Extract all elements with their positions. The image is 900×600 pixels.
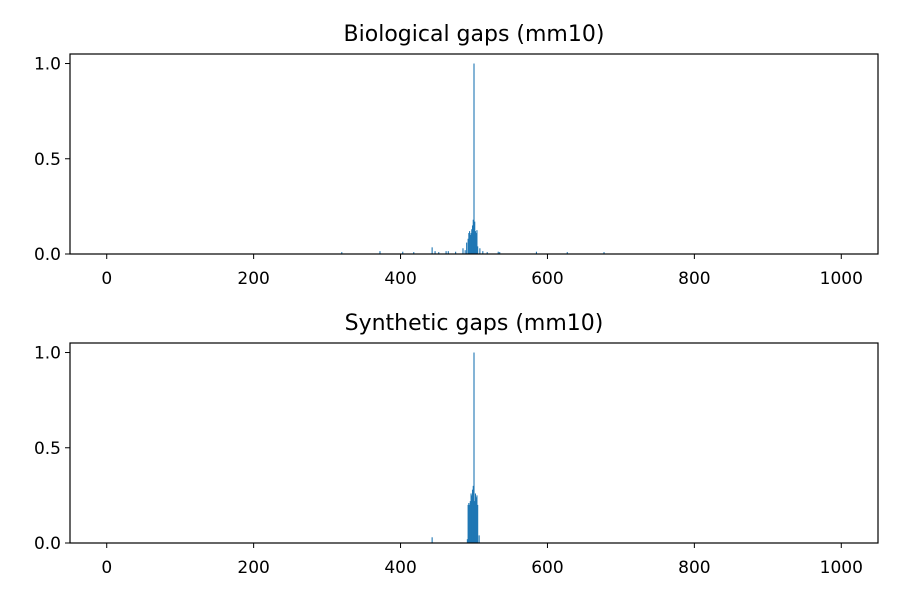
bar [472, 219, 474, 254]
y-axis: 0.0 0.5 1.0 [34, 55, 70, 265]
bar [471, 225, 474, 254]
x-tick-label: 1000 [820, 269, 863, 289]
bar [462, 248, 464, 254]
bar [474, 493, 477, 543]
y-tick-label: 0.0 [34, 534, 61, 554]
bar [471, 489, 474, 543]
bar [473, 352, 475, 543]
bar [473, 63, 475, 255]
bar [447, 251, 449, 254]
x-tick-label: 1000 [820, 558, 863, 578]
bar [468, 503, 470, 543]
chart-title: Biological gaps (mm10) [344, 22, 605, 47]
bar [379, 251, 381, 254]
x-tick-label: 400 [384, 558, 416, 578]
bar [475, 497, 477, 543]
bar [438, 252, 440, 254]
bar-series [341, 63, 605, 255]
x-tick-label: 0 [101, 269, 112, 289]
plot-frame [69, 53, 879, 255]
chart-title: Synthetic gaps (mm10) [345, 311, 604, 336]
bar [402, 251, 404, 254]
bar [497, 251, 499, 254]
synthetic-gaps-panel: Synthetic gaps (mm10) 0 200 400 600 800 1000 … [34, 311, 879, 578]
bar [474, 221, 476, 254]
bar [431, 247, 433, 254]
bar [479, 248, 481, 254]
bar [469, 501, 471, 543]
x-tick-label: 600 [531, 269, 563, 289]
bar [467, 238, 469, 254]
bar [472, 485, 474, 543]
bar [434, 251, 436, 254]
bar [468, 233, 470, 254]
x-tick-label: 200 [237, 558, 269, 578]
bar [471, 495, 473, 543]
y-tick-label: 0.0 [34, 245, 61, 265]
bar [469, 231, 471, 254]
y-tick-label: 0.5 [34, 439, 61, 459]
x-axis: 0 200 400 600 800 1000 [101, 543, 863, 578]
bar [603, 252, 605, 254]
x-axis: 0 200 400 600 800 1000 [101, 254, 863, 289]
bar [470, 233, 472, 254]
bar [476, 230, 478, 254]
y-tick-label: 1.0 [34, 344, 61, 364]
x-tick-label: 600 [531, 558, 563, 578]
bar [469, 234, 471, 254]
bar [476, 495, 478, 543]
bar [475, 233, 477, 254]
bar [477, 246, 479, 254]
bar [431, 537, 433, 543]
bar [486, 252, 488, 254]
bar [466, 539, 468, 543]
bar [474, 231, 477, 254]
bar [566, 252, 568, 254]
bar-series [431, 352, 480, 543]
y-tick-label: 1.0 [34, 55, 61, 75]
bar [474, 501, 476, 543]
bar [477, 504, 479, 543]
bar [499, 252, 501, 254]
bar [466, 242, 468, 254]
y-axis: 0.0 0.5 1.0 [34, 344, 70, 554]
x-tick-label: 400 [384, 269, 416, 289]
y-tick-label: 0.5 [34, 150, 61, 170]
biological-gaps-panel: Biological gaps (mm10) 0 200 400 600 800 1000… [34, 22, 879, 289]
x-tick-label: 0 [101, 558, 112, 578]
bar [469, 504, 471, 543]
bar [470, 493, 472, 543]
x-tick-label: 800 [678, 269, 710, 289]
bar [535, 251, 537, 254]
x-tick-label: 200 [237, 269, 269, 289]
x-tick-label: 800 [678, 558, 710, 578]
bar [341, 252, 343, 254]
plot-frame [69, 342, 879, 544]
bar [445, 251, 447, 254]
bar [413, 252, 415, 254]
bar [471, 229, 473, 254]
bar [455, 251, 457, 254]
bar [464, 250, 466, 254]
bar [478, 535, 480, 543]
bar [482, 251, 484, 254]
bar [467, 504, 469, 543]
